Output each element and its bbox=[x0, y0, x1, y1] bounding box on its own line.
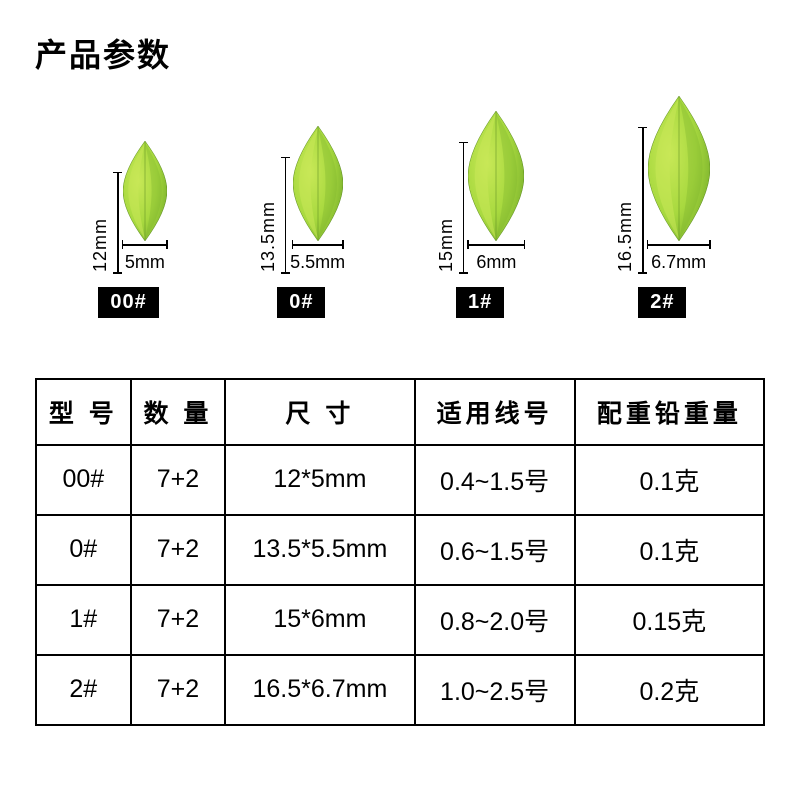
table-cell: 0.2克 bbox=[575, 655, 764, 725]
table-cell: 0.6~1.5号 bbox=[415, 515, 575, 585]
spec-table: 型 号数 量尺 寸适用线号配重铅重量 00#7+212*5mm0.4~1.5号0… bbox=[35, 378, 765, 726]
products-row: 12mm bbox=[35, 96, 765, 318]
size-badge: 0# bbox=[277, 287, 325, 318]
table-row: 0#7+213.5*5.5mm0.6~1.5号0.1克 bbox=[36, 515, 764, 585]
table-row: 1#7+215*6mm0.8~2.0号0.15克 bbox=[36, 585, 764, 655]
table-cell: 7+2 bbox=[131, 655, 226, 725]
table-header-cell: 数 量 bbox=[131, 379, 226, 445]
width-label: 5.5mm bbox=[290, 252, 345, 273]
table-cell: 0.1克 bbox=[575, 445, 764, 515]
width-guide bbox=[468, 244, 524, 246]
product-item: 16.5mm bbox=[615, 96, 710, 318]
table-row: 00#7+212*5mm0.4~1.5号0.1克 bbox=[36, 445, 764, 515]
table-cell: 00# bbox=[36, 445, 131, 515]
product-shape bbox=[648, 96, 710, 241]
table-cell: 13.5*5.5mm bbox=[225, 515, 414, 585]
width-label: 5mm bbox=[125, 252, 165, 273]
table-header-cell: 适用线号 bbox=[415, 379, 575, 445]
height-label: 15mm bbox=[436, 218, 457, 272]
height-guide bbox=[285, 158, 287, 273]
table-cell: 7+2 bbox=[131, 515, 226, 585]
table-cell: 0.4~1.5号 bbox=[415, 445, 575, 515]
height-guide bbox=[117, 173, 119, 273]
table-cell: 0.15克 bbox=[575, 585, 764, 655]
table-header-cell: 配重铅重量 bbox=[575, 379, 764, 445]
width-label: 6.7mm bbox=[651, 252, 706, 273]
size-badge: 00# bbox=[98, 287, 158, 318]
product-shape bbox=[123, 141, 167, 241]
product-item: 15mm bbox=[436, 111, 525, 318]
table-header-cell: 型 号 bbox=[36, 379, 131, 445]
height-label: 12mm bbox=[90, 218, 111, 272]
table-cell: 7+2 bbox=[131, 585, 226, 655]
height-guide bbox=[463, 143, 465, 273]
table-cell: 2# bbox=[36, 655, 131, 725]
table-cell: 0.1克 bbox=[575, 515, 764, 585]
table-cell: 16.5*6.7mm bbox=[225, 655, 414, 725]
width-guide bbox=[123, 244, 167, 246]
height-label: 13.5mm bbox=[258, 201, 279, 272]
table-cell: 7+2 bbox=[131, 445, 226, 515]
height-label: 16.5mm bbox=[615, 201, 636, 272]
height-guide bbox=[642, 128, 644, 273]
size-badge: 1# bbox=[456, 287, 504, 318]
table-cell: 0.8~2.0号 bbox=[415, 585, 575, 655]
size-badge: 2# bbox=[638, 287, 686, 318]
table-cell: 15*6mm bbox=[225, 585, 414, 655]
product-item: 12mm bbox=[90, 141, 167, 318]
width-label: 6mm bbox=[476, 252, 516, 273]
table-cell: 12*5mm bbox=[225, 445, 414, 515]
width-guide bbox=[293, 244, 343, 246]
table-cell: 1# bbox=[36, 585, 131, 655]
table-header-cell: 尺 寸 bbox=[225, 379, 414, 445]
product-item: 13.5mm bbox=[258, 126, 346, 318]
table-row: 2#7+216.5*6.7mm1.0~2.5号0.2克 bbox=[36, 655, 764, 725]
width-guide bbox=[648, 244, 710, 246]
table-cell: 1.0~2.5号 bbox=[415, 655, 575, 725]
product-shape bbox=[468, 111, 524, 241]
table-cell: 0# bbox=[36, 515, 131, 585]
product-shape bbox=[293, 126, 343, 241]
page-title: 产品参数 bbox=[35, 30, 765, 76]
